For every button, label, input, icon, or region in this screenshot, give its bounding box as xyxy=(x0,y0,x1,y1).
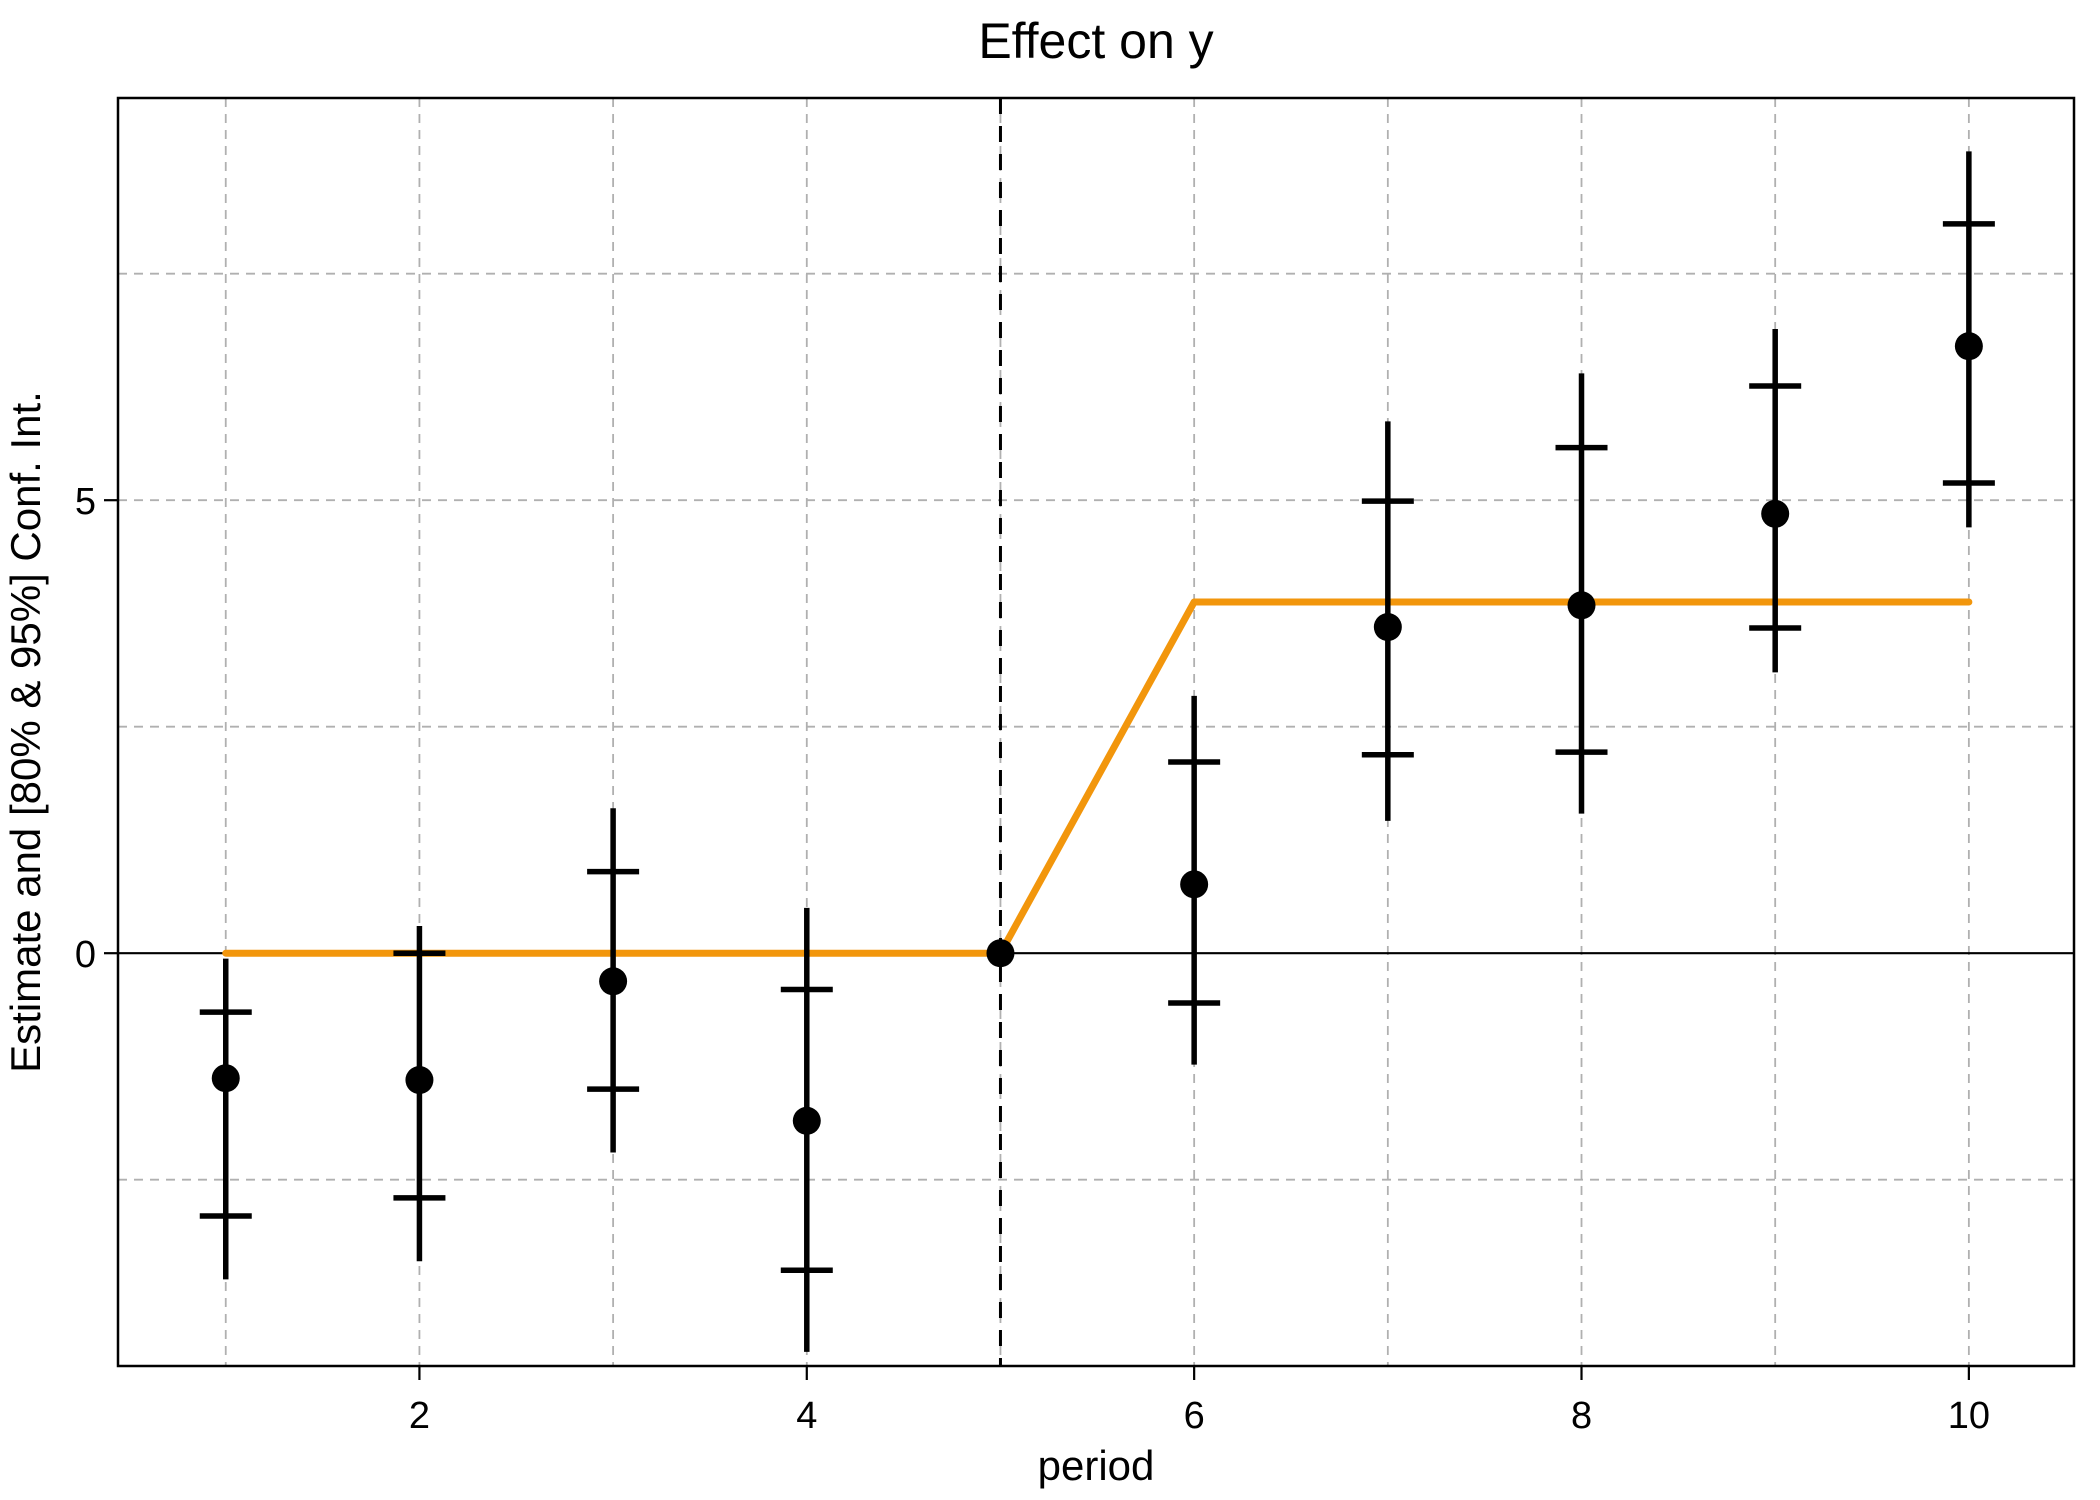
svg-text:5: 5 xyxy=(75,481,96,523)
svg-text:6: 6 xyxy=(1184,1395,1205,1437)
svg-text:0: 0 xyxy=(75,934,96,976)
svg-text:period: period xyxy=(1038,1442,1155,1489)
svg-text:4: 4 xyxy=(796,1395,817,1437)
svg-text:Effect on y: Effect on y xyxy=(978,13,1213,69)
svg-text:Estimate and [80% & 95%] Conf.: Estimate and [80% & 95%] Conf. Int. xyxy=(2,391,49,1073)
svg-text:2: 2 xyxy=(409,1395,430,1437)
svg-text:10: 10 xyxy=(1948,1395,1990,1437)
svg-text:8: 8 xyxy=(1571,1395,1592,1437)
